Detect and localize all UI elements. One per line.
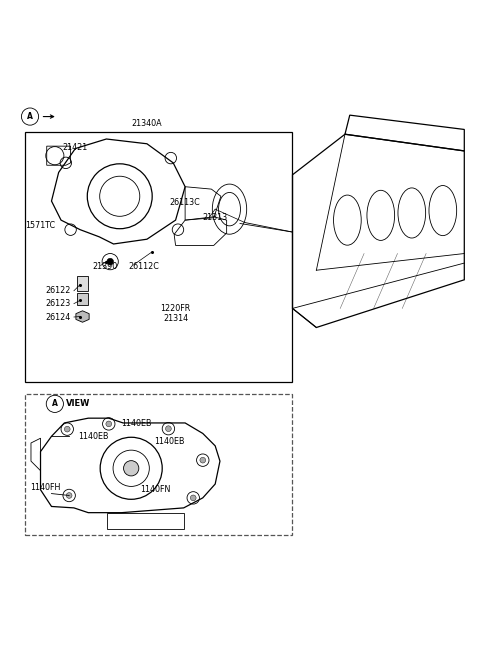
Text: 21421: 21421 xyxy=(63,143,88,151)
Circle shape xyxy=(166,426,171,432)
Circle shape xyxy=(191,495,196,500)
Text: 21340A: 21340A xyxy=(132,119,162,128)
Bar xyxy=(25,394,292,535)
Text: 1220FR: 1220FR xyxy=(160,304,191,313)
Text: 26123: 26123 xyxy=(45,299,71,308)
Bar xyxy=(25,132,292,383)
Text: 1140FH: 1140FH xyxy=(30,483,60,492)
Circle shape xyxy=(106,421,112,427)
Text: VIEW: VIEW xyxy=(66,400,90,408)
Text: 1140FN: 1140FN xyxy=(140,485,170,495)
Polygon shape xyxy=(76,310,89,322)
Bar xyxy=(77,293,88,305)
Text: 21313: 21313 xyxy=(203,214,228,222)
Text: A: A xyxy=(27,112,33,121)
Circle shape xyxy=(200,457,205,463)
Circle shape xyxy=(66,493,72,498)
Text: 26112C: 26112C xyxy=(128,262,159,271)
Circle shape xyxy=(64,426,70,432)
Circle shape xyxy=(123,460,139,476)
FancyArrowPatch shape xyxy=(43,115,54,119)
Text: 1140EB: 1140EB xyxy=(78,432,108,441)
Bar xyxy=(77,276,88,291)
Text: 26124: 26124 xyxy=(45,312,71,322)
Text: 21314: 21314 xyxy=(163,314,188,324)
Text: 1140EB: 1140EB xyxy=(120,419,151,428)
Circle shape xyxy=(107,258,114,265)
Text: 21390: 21390 xyxy=(93,262,118,271)
Text: A: A xyxy=(52,400,58,408)
Text: 1140EB: 1140EB xyxy=(154,437,185,445)
Text: 26113C: 26113C xyxy=(170,198,201,207)
Text: 26122: 26122 xyxy=(45,286,71,295)
Text: 1571TC: 1571TC xyxy=(25,221,56,230)
